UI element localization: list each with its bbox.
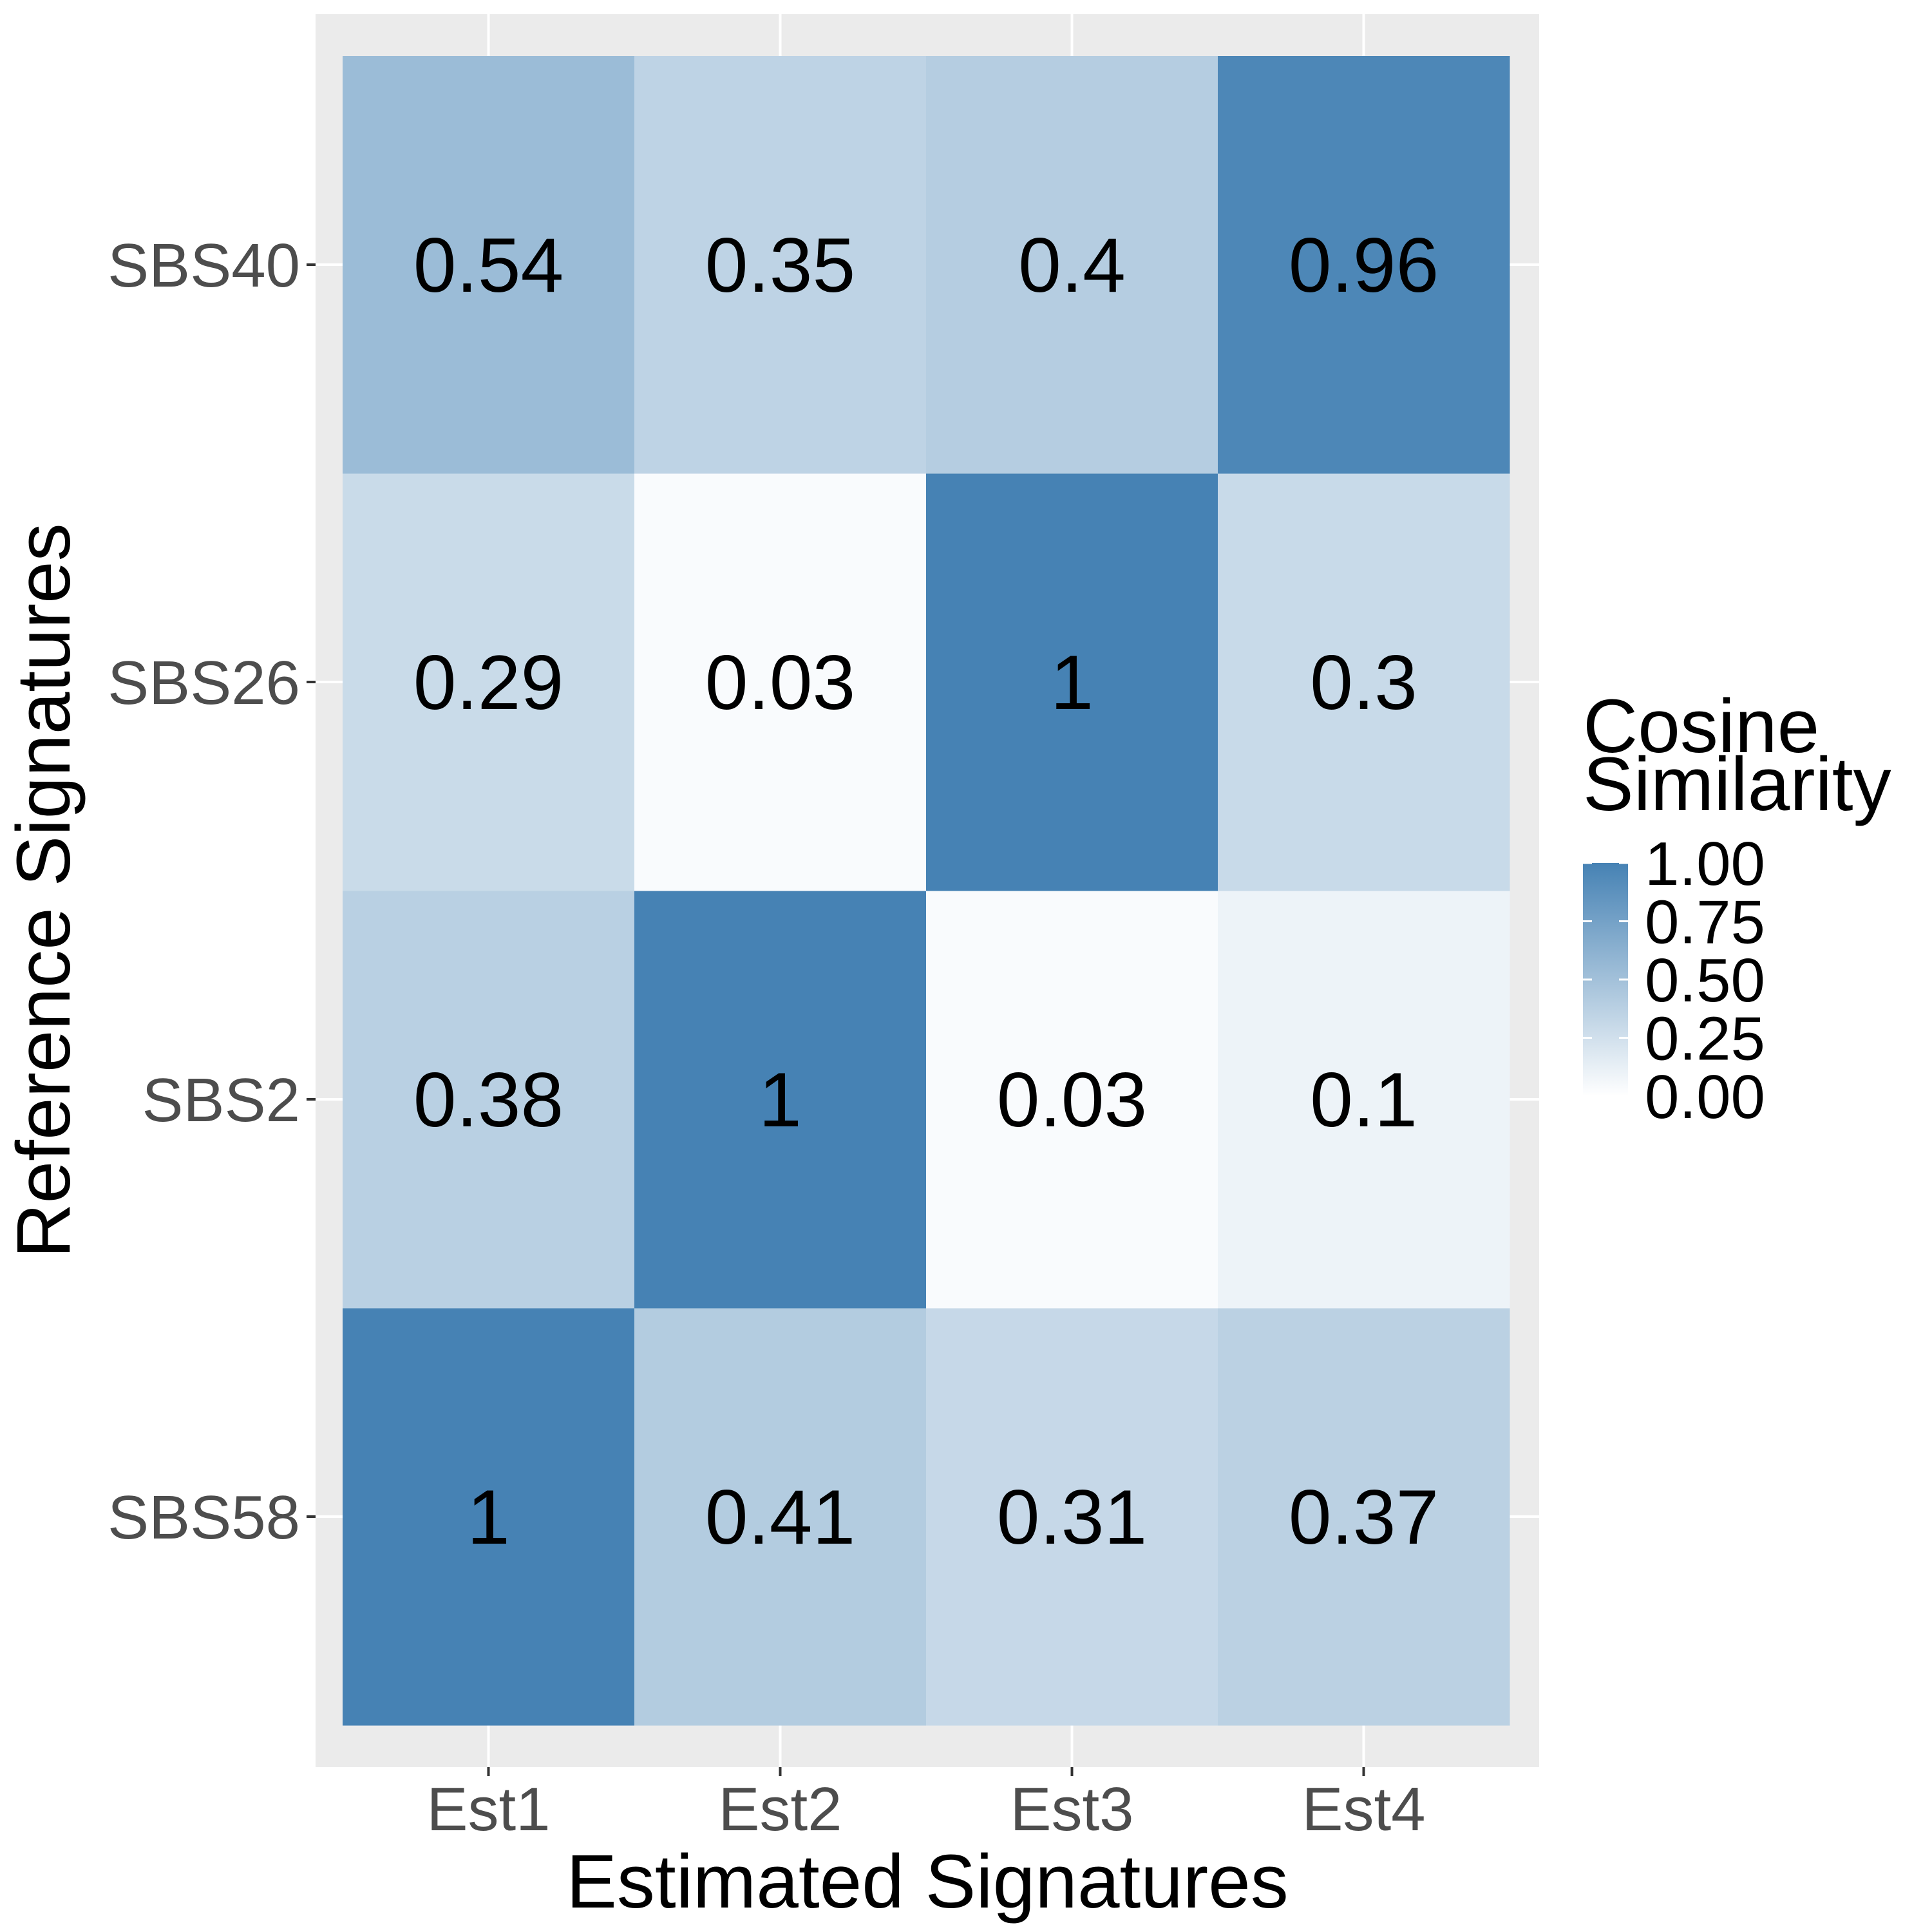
heatmap-cell <box>634 1308 927 1726</box>
cell-value-label: 0.3 <box>1310 639 1417 726</box>
legend-tick-label: 0.00 <box>1645 1063 1765 1132</box>
y-tick-label: SBS26 <box>108 649 300 717</box>
heatmap-cell <box>1218 891 1510 1309</box>
cell-value-label: 1 <box>467 1474 510 1560</box>
heatmap-cell <box>634 891 927 1309</box>
heatmap-cell <box>634 473 927 891</box>
cell-value-label: 0.03 <box>997 1057 1148 1143</box>
heatmap-cell <box>926 56 1218 474</box>
legend-ticks: 1.000.750.500.250.00 <box>1583 829 1765 1132</box>
y-tick-label: SBS40 <box>108 231 300 300</box>
heatmap-cell <box>1218 56 1510 474</box>
cell-value-label: 0.03 <box>705 639 856 726</box>
cell-value-label: 0.96 <box>1289 222 1439 308</box>
x-tick-label: Est3 <box>1010 1775 1133 1844</box>
legend-tick-label: 0.75 <box>1645 888 1765 957</box>
heatmap-cell <box>343 1308 635 1726</box>
cell-value-label: 0.54 <box>413 222 564 308</box>
cell-value-label: 0.35 <box>705 222 856 308</box>
cell-value-label: 0.38 <box>413 1057 564 1143</box>
y-axis-tick-labels: SBS58 SBS2 SBS26 SBS40 <box>108 231 300 1552</box>
cell-value-label: 1 <box>759 1057 802 1143</box>
heatmap-cell <box>926 1308 1218 1726</box>
legend-title-line-1: Cosine <box>1583 684 1819 769</box>
cell-value-label: 0.4 <box>1018 222 1126 308</box>
legend-title-line-2: Similarity <box>1583 742 1891 827</box>
heatmap-cells <box>343 56 1510 1726</box>
y-axis-title: Reference Signatures <box>1 523 86 1258</box>
y-tick-label: SBS58 <box>108 1483 300 1552</box>
legend-tick-label: 0.25 <box>1645 1005 1765 1074</box>
cell-value-label: 1 <box>1050 639 1094 726</box>
legend: Cosine Similarity 1.000.750.500.250.00 <box>1583 684 1891 1132</box>
heatmap-cell <box>343 891 635 1309</box>
y-tick-label: SBS2 <box>142 1066 300 1135</box>
cell-value-label: 0.37 <box>1289 1474 1439 1560</box>
x-tick-label: Est1 <box>426 1775 550 1844</box>
heatmap-cell <box>926 891 1218 1309</box>
legend-tick-label: 1.00 <box>1645 829 1765 898</box>
heatmap-cell <box>1218 1308 1510 1726</box>
heatmap-cell <box>1218 473 1510 891</box>
x-tick-label: Est4 <box>1302 1775 1425 1844</box>
cell-value-label: 0.31 <box>997 1474 1148 1560</box>
heatmap-cell <box>634 56 927 474</box>
axis-ticks <box>307 263 1365 1776</box>
cell-value-label: 0.1 <box>1310 1057 1417 1143</box>
x-axis-tick-labels: Est1 Est2 Est3 Est4 <box>426 1775 1425 1844</box>
legend-tick-label: 0.50 <box>1645 946 1765 1015</box>
x-axis-title: Estimated Signatures <box>566 1839 1289 1924</box>
heatmap-cell <box>343 56 635 474</box>
heatmap-cell <box>926 473 1218 891</box>
x-tick-label: Est2 <box>718 1775 842 1844</box>
cell-value-label: 0.41 <box>705 1474 856 1560</box>
heatmap-cell <box>343 473 635 891</box>
cell-labels: 1 0.41 0.31 0.37 0.38 1 0.03 0.1 0.29 0.03 1 0.3 0.5… <box>413 222 1439 1560</box>
cell-value-label: 0.29 <box>413 639 564 726</box>
